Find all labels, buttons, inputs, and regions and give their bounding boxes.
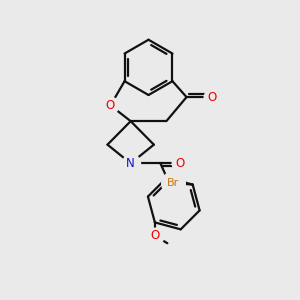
Text: O: O — [175, 157, 184, 170]
Text: O: O — [207, 91, 216, 103]
Text: O: O — [106, 99, 115, 112]
Text: O: O — [150, 229, 160, 242]
Text: N: N — [126, 157, 135, 170]
Text: Br: Br — [167, 178, 179, 188]
